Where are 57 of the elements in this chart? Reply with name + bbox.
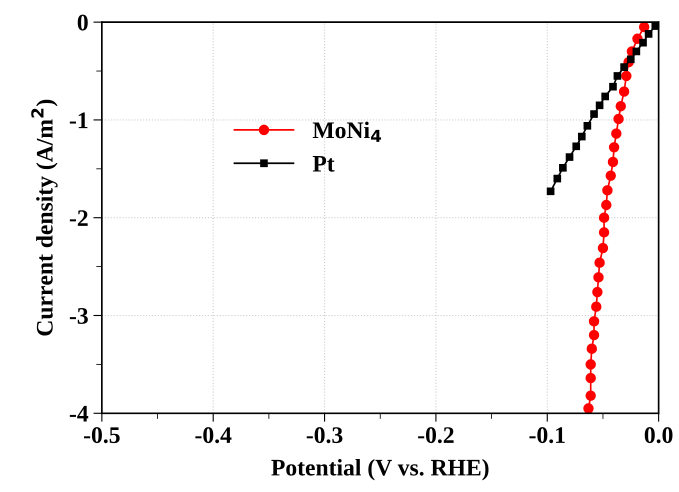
point [572,142,580,150]
point [585,372,596,384]
legend-label: MoNi$_{4}$ [312,122,382,142]
y-axis-title: Current density (A/m$^{2}$) [31,100,58,336]
point [598,227,610,238]
point [566,153,574,161]
point [583,403,594,414]
point [614,72,622,80]
point [644,30,652,38]
point [621,70,632,82]
x-tick-label: -0.4 [195,427,232,444]
point [590,110,598,118]
point [588,316,600,327]
point [606,170,616,181]
point [585,359,596,370]
x-tick-label: -0.1 [529,427,565,444]
y-tick-label: -4 [70,406,88,422]
point [613,114,624,124]
point [601,92,609,100]
point [594,257,605,268]
point [611,128,622,139]
point [618,86,630,97]
point [584,122,592,130]
point [586,344,598,354]
point [578,132,586,140]
point [592,286,603,298]
point [585,390,596,401]
legend-label: Pt [312,156,335,172]
point [591,301,602,312]
y-tick-label: -1 [70,112,88,128]
point [596,101,604,110]
y-tick-label: -2 [70,210,88,226]
point [553,174,562,182]
point [639,38,647,46]
point [608,142,620,153]
point [602,185,613,196]
point [593,272,604,283]
point [620,63,628,71]
point [601,200,612,210]
point [616,101,626,112]
x-tick-label: 0.0 [644,427,672,444]
point [598,212,610,223]
point [609,82,617,90]
x-tick-label: -0.2 [418,427,454,444]
y-tick-label: 0 [78,14,88,31]
point [626,55,635,64]
point [598,242,608,254]
point [588,330,600,340]
point [632,48,640,56]
x-tick-label: -0.3 [306,427,342,444]
y-tick-label: -3 [70,308,88,324]
point [546,187,554,196]
point [638,22,650,32]
x-tick-label: -0.5 [84,427,120,444]
point [559,164,567,172]
x-axis-title: Potential (V vs. RHE) [271,459,489,480]
point [608,156,618,168]
